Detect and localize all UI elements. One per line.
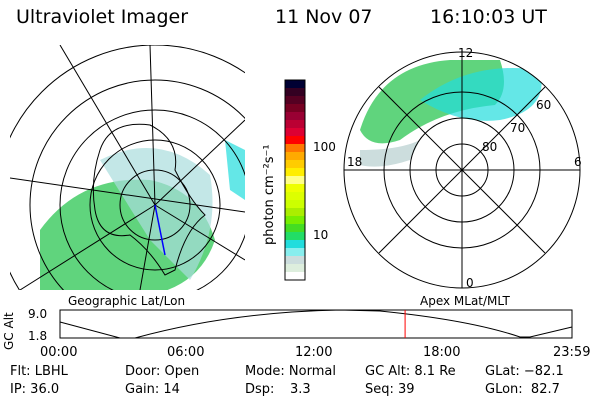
lat-80: 80 bbox=[482, 140, 498, 154]
colorbar-band bbox=[285, 192, 305, 201]
colorbar-band bbox=[285, 112, 305, 121]
mlt-12: 12 bbox=[458, 46, 474, 60]
colorbar-band bbox=[285, 240, 305, 249]
colorbar-band bbox=[285, 208, 305, 217]
x-tick-2: 12:00 bbox=[295, 345, 333, 360]
filter: Flt: LBHL bbox=[10, 364, 68, 379]
alt-tick-1-8: 1.8 bbox=[28, 329, 48, 343]
mlt-6: 6 bbox=[574, 155, 582, 169]
mlt-0: 0 bbox=[466, 276, 474, 290]
geographic-map bbox=[10, 45, 245, 290]
colorbar-band bbox=[285, 104, 305, 113]
colorbar-band bbox=[285, 160, 305, 169]
colorbar-unit: photon cm⁻²s⁻¹ bbox=[262, 144, 277, 245]
gc-alt: GC Alt: 8.1 Re bbox=[365, 364, 456, 379]
seq: Seq: 39 bbox=[365, 382, 415, 397]
apex-map bbox=[343, 51, 581, 289]
colorbar-band bbox=[285, 168, 305, 177]
colorbar-band bbox=[285, 256, 305, 265]
time: 16:10:03 UT bbox=[430, 6, 547, 28]
dsp-value: 3.3 bbox=[290, 382, 311, 397]
lat-60: 60 bbox=[536, 98, 552, 112]
geographic-label: Geographic Lat/Lon bbox=[68, 294, 186, 308]
colorbar-band bbox=[285, 152, 305, 161]
colorbar-band bbox=[285, 88, 305, 97]
colorbar-band bbox=[285, 136, 305, 145]
colorbar-band bbox=[285, 128, 305, 137]
colorbar-band bbox=[285, 216, 305, 225]
colorbar-band bbox=[285, 144, 305, 153]
colorbar-band bbox=[285, 232, 305, 241]
colorbar-tick-100: 100 bbox=[313, 140, 336, 154]
altitude-ylabel: GC Alt bbox=[2, 312, 16, 350]
colorbar-band bbox=[285, 80, 305, 89]
glat: GLat: −82.1 bbox=[485, 364, 564, 379]
gain: Gain: 14 bbox=[125, 382, 180, 397]
door: Door: Open bbox=[125, 364, 200, 379]
x-tick-3: 18:00 bbox=[423, 345, 461, 360]
colorbar-band bbox=[285, 184, 305, 193]
lat-70: 70 bbox=[510, 121, 526, 135]
colorbar-band bbox=[285, 176, 305, 185]
colorbar-band bbox=[285, 96, 305, 105]
mlt-18: 18 bbox=[347, 155, 363, 169]
glon: GLon: 82.7 bbox=[485, 382, 560, 397]
colorbar-band bbox=[285, 224, 305, 233]
colorbar-tick-10: 10 bbox=[313, 228, 329, 242]
date: 11 Nov 07 bbox=[275, 6, 373, 28]
altitude-plot-frame bbox=[59, 309, 573, 339]
instrument-title: Ultraviolet Imager bbox=[16, 6, 189, 28]
dsp-label: Dsp: bbox=[245, 382, 275, 397]
colorbar-band bbox=[285, 120, 305, 129]
apex-label: Apex MLat/MLT bbox=[420, 294, 510, 308]
x-tick-0: 00:00 bbox=[40, 345, 78, 360]
altitude-curve bbox=[59, 309, 573, 339]
x-tick-1: 06:00 bbox=[167, 345, 205, 360]
alt-tick-9: 9.0 bbox=[28, 307, 48, 321]
colorbar-band bbox=[285, 264, 305, 273]
colorbar bbox=[285, 80, 305, 281]
colorbar-band bbox=[285, 200, 305, 209]
colorbar-band bbox=[285, 272, 305, 281]
mode: Mode: Normal bbox=[245, 364, 336, 379]
ip: IP: 36.0 bbox=[10, 382, 60, 397]
colorbar-band bbox=[285, 248, 305, 257]
x-tick-4: 23:59 bbox=[553, 345, 591, 360]
